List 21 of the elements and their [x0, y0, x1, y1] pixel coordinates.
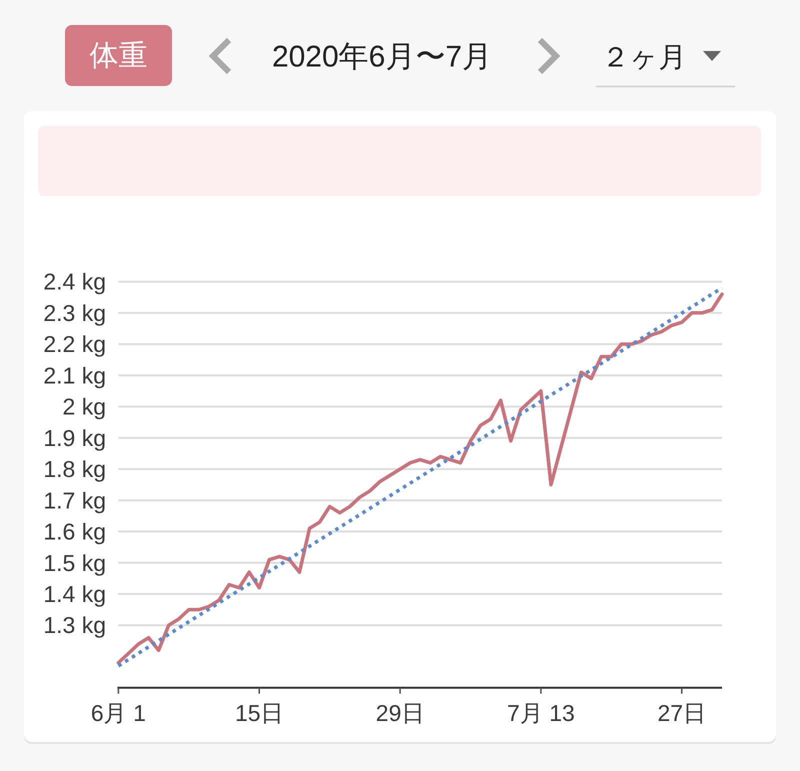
y-tick-label: 2.4 kg — [43, 268, 106, 295]
x-tick-label: 27日 — [657, 700, 706, 726]
chart-subtitle: 2020年6月〜7月 — [272, 40, 492, 74]
y-tick-label: 1.7 kg — [43, 487, 106, 514]
x-tick-label: 29日 — [376, 700, 424, 726]
y-tick-label: 1.8 kg — [43, 456, 106, 482]
y-tick-label: 2 kg — [62, 394, 106, 420]
y-tick-label: 1.5 kg — [43, 550, 106, 576]
x-tick-label: 6月 1 — [90, 700, 146, 726]
x-tick-label: 15日 — [234, 700, 284, 726]
y-tick-label: 1.9 kg — [43, 424, 106, 451]
chart-title: 体重 — [90, 40, 148, 72]
y-tick-label: 1.3 kg — [43, 612, 106, 638]
x-tick-label: 7月 13 — [507, 700, 575, 726]
title-button: 体重 — [65, 25, 172, 86]
y-tick-label: 2.3 kg — [43, 300, 106, 326]
y-tick-label: 2.1 kg — [43, 362, 106, 388]
y-tick-label: 1.4 kg — [43, 581, 106, 608]
y-tick-label: 2.2 kg — [43, 331, 106, 358]
y-tick-label: 1.6 kg — [43, 518, 106, 545]
text: ２ヶ月 — [602, 42, 686, 72]
